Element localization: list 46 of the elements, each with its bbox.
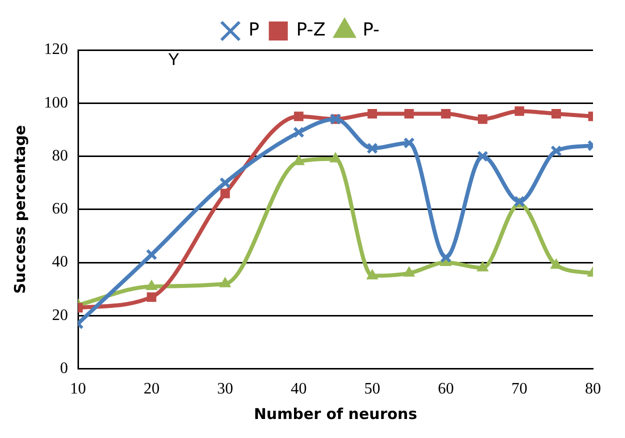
y-tick-label: 40 [52, 254, 68, 271]
x-tick-label: 80 [585, 380, 601, 398]
point [294, 112, 304, 122]
x-tick-label: 10 [70, 380, 86, 398]
point [550, 258, 562, 269]
point [292, 126, 304, 138]
legend-label: P-Z [296, 20, 326, 41]
y-tick-label: 100 [44, 94, 68, 112]
x-tick-label: 70 [511, 380, 528, 398]
point [478, 114, 488, 124]
point [551, 109, 561, 119]
annotation: Y [168, 50, 180, 70]
point [404, 109, 414, 119]
point [366, 269, 378, 280]
y-axis-title: Success percentage [10, 125, 29, 294]
point [330, 152, 342, 162]
legend-label: P- [362, 20, 380, 41]
y-tick-label: 80 [52, 147, 68, 164]
x-tick-label: 60 [438, 380, 454, 398]
point [366, 142, 378, 154]
x-tick-label: 20 [144, 380, 160, 398]
x-tick-label: 40 [290, 380, 307, 398]
point [514, 106, 524, 116]
x-tick-label: 50 [364, 380, 380, 398]
point [219, 177, 231, 189]
point [368, 109, 378, 119]
point [146, 292, 156, 302]
point [146, 280, 158, 290]
point [403, 137, 415, 149]
point [220, 188, 230, 198]
x-axis-title: Number of neurons [254, 404, 418, 423]
point [550, 145, 562, 157]
y-tick-label: 20 [52, 306, 68, 324]
y-tick-label: 120 [44, 41, 68, 58]
point [146, 248, 158, 260]
point [476, 150, 488, 162]
legend-label: P [248, 20, 260, 41]
point [441, 109, 451, 119]
point [293, 155, 304, 166]
point [440, 251, 452, 263]
y-tick-label: 0 [60, 360, 68, 378]
point [476, 261, 488, 272]
point [403, 266, 415, 277]
y-tick-label: 60 [52, 200, 68, 218]
x-tick-label: 30 [217, 380, 234, 398]
point [219, 277, 231, 288]
